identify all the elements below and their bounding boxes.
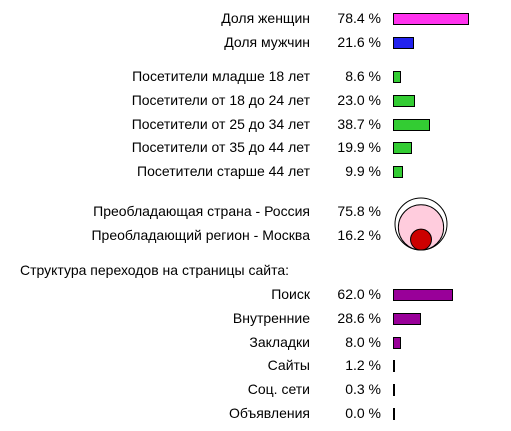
traffic-row-2-value: 8.0 %: [345, 333, 381, 350]
traffic-row-4-value: 0.3 %: [345, 381, 381, 398]
geo-row-0-label: Преобладающая страна - Россия: [93, 203, 310, 219]
age-row-3-label: Посетители от 35 до 44 лет: [131, 139, 310, 156]
traffic-row-0-bar: [393, 289, 453, 301]
traffic-row-2-bar: [393, 336, 401, 349]
age-row-2-value: 38.7 %: [337, 115, 381, 132]
geo-row-1-value: 16.2 %: [337, 226, 381, 243]
age-row-1-bar: [393, 94, 416, 107]
gender-row-0-bar: [393, 13, 469, 25]
age-row-4-label: Посетители старше 44 лет: [137, 163, 310, 180]
traffic-row-1-label: Внутренние: [232, 309, 310, 326]
age-row-1-label: Посетители от 18 до 24 лет: [131, 91, 310, 108]
age-row-0-label: Посетители младше 18 лет: [132, 68, 310, 84]
age-row-4-value: 9.9 %: [345, 163, 381, 180]
geo-row-1-label: Преобладающий регион - Москва: [91, 226, 310, 243]
traffic-row-3-value: 1.2 %: [345, 357, 381, 374]
gender-row-1-value: 21.6 %: [337, 33, 381, 50]
gender-row-0-label: Доля женщин: [221, 10, 310, 26]
age-row-1-value: 23.0 %: [337, 91, 381, 108]
traffic-row-5-bar: [393, 408, 395, 420]
geo-row-0-value: 75.8 %: [337, 203, 381, 219]
gender-row-1-bar: [393, 36, 414, 49]
traffic-row-3-bar: [393, 360, 395, 373]
geo-circle-region: [410, 228, 432, 251]
geo-circles: [394, 197, 448, 251]
traffic-row-3-label: Сайты: [267, 357, 310, 374]
age-row-2-label: Посетители от 25 до 34 лет: [131, 115, 310, 132]
traffic-row-0-label: Поиск: [271, 286, 310, 302]
traffic-row-5-value: 0.0 %: [345, 405, 381, 421]
gender-row-0-value: 78.4 %: [337, 10, 381, 26]
traffic-row-0-value: 62.0 %: [337, 286, 381, 302]
age-row-3-bar: [393, 142, 413, 155]
age-row-2-bar: [393, 118, 431, 131]
traffic-row-1-value: 28.6 %: [337, 309, 381, 326]
traffic-row-4-label: Соц. сети: [247, 381, 310, 398]
age-row-0-bar: [393, 71, 402, 83]
age-row-4-bar: [393, 166, 403, 179]
traffic-row-1-bar: [393, 312, 421, 325]
traffic-row-4-bar: [393, 384, 395, 397]
age-row-0-value: 8.6 %: [345, 68, 381, 84]
traffic-row-2-label: Закладки: [249, 333, 310, 350]
age-row-3-value: 19.9 %: [337, 139, 381, 156]
traffic-row-5-label: Объявления: [229, 405, 310, 421]
traffic-structure-title: Структура переходов на страницы сайта:: [20, 262, 289, 278]
gender-row-1-label: Доля мужчин: [224, 33, 310, 50]
